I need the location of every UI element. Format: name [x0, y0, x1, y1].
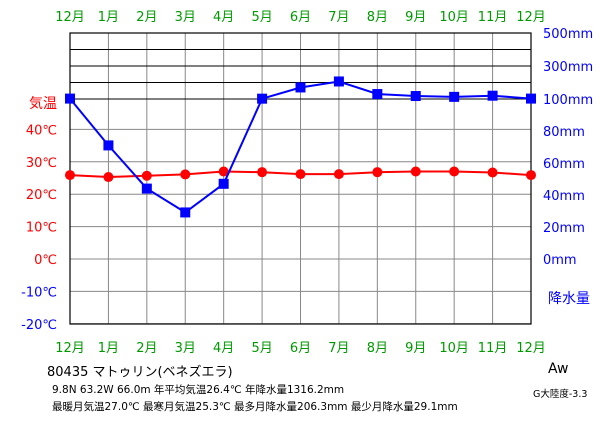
month-label-bottom: 10月 [439, 341, 469, 356]
temp-tick-label: 10℃ [26, 221, 57, 236]
month-label-bottom: 11月 [478, 341, 508, 356]
temperature-point [257, 167, 268, 178]
temp-tick-label: 40℃ [26, 123, 57, 138]
precipitation-point [410, 91, 421, 102]
temperature-point [65, 170, 75, 181]
precipitation-point [526, 93, 536, 104]
precip-tick-label: 300mm [543, 60, 593, 75]
month-label-top: 12月 [516, 10, 546, 25]
station-stats-line2: 最暖月気温27.0℃ 最寒月気温25.3℃ 最多月降水量206.3mm 最少月降… [52, 401, 458, 413]
month-label-top: 3月 [175, 10, 196, 25]
month-label-top: 12月 [55, 10, 85, 25]
precipitation-point [103, 140, 114, 151]
month-label-bottom: 12月 [516, 341, 546, 356]
month-label-bottom: 9月 [405, 341, 426, 356]
temp-tick-label: 20℃ [26, 188, 57, 203]
temp-tick-label: 0℃ [34, 253, 57, 268]
temperature-point [295, 169, 306, 180]
month-label-bottom: 7月 [328, 341, 349, 356]
month-label-top: 5月 [251, 10, 272, 25]
month-label-top: 2月 [136, 10, 157, 25]
precip-tick-label: 0mm [543, 253, 577, 268]
month-label-top: 9月 [405, 10, 426, 25]
month-label-bottom: 4月 [213, 341, 234, 356]
temperature-point [333, 169, 344, 180]
precip-tick-label: 80mm [543, 125, 585, 140]
month-label-bottom: 12月 [55, 341, 85, 356]
precip-tick-label: 40mm [543, 189, 585, 204]
month-label-bottom: 5月 [251, 341, 272, 356]
temp-axis-title: 気温 [29, 96, 57, 112]
month-label-top: 4月 [213, 10, 234, 25]
temp-tick-label: 30℃ [26, 156, 57, 171]
precipitation-point [257, 93, 268, 104]
temperature-point [103, 172, 114, 183]
precip-tick-label: 60mm [543, 157, 585, 172]
month-label-top: 8月 [367, 10, 388, 25]
climate-code: Aw [548, 361, 569, 377]
precipitation-point [65, 93, 75, 104]
precip-tick-label: 20mm [543, 221, 585, 236]
month-label-top: 6月 [290, 10, 311, 25]
temperature-point [410, 166, 421, 177]
temperature-point [180, 169, 191, 180]
precip-tick-label: 500mm [543, 27, 593, 42]
station-name: 80435 マトゥリン(ベネズエラ) [47, 365, 233, 380]
month-label-top: 10月 [439, 10, 469, 25]
month-label-bottom: 8月 [367, 341, 388, 356]
precip-tick-label: 100mm [543, 93, 593, 108]
precipitation-point [180, 207, 191, 218]
month-label-bottom: 6月 [290, 341, 311, 356]
month-label-top: 1月 [98, 10, 119, 25]
station-stats-line1: 9.8N 63.2W 66.0m 年平均気温26.4℃ 年降水量1316.2mm [52, 384, 345, 396]
precipitation-point [487, 90, 498, 101]
precipitation-point [372, 89, 383, 100]
month-label-bottom: 2月 [136, 341, 157, 356]
precipitation-point [141, 183, 152, 194]
continentality-index: G大陸度-3.3 [533, 389, 588, 400]
precipitation-point [449, 91, 460, 102]
temperature-point [218, 166, 229, 177]
temperature-point [372, 167, 383, 178]
month-label-top: 7月 [328, 10, 349, 25]
precip-axis-title: 降水量 [548, 291, 590, 307]
precipitation-point [295, 82, 306, 93]
temperature-point [526, 170, 536, 181]
precipitation-point [218, 178, 229, 189]
month-label-bottom: 3月 [175, 341, 196, 356]
month-label-top: 11月 [478, 10, 508, 25]
month-label-bottom: 1月 [98, 341, 119, 356]
temp-tick-label: -20℃ [21, 318, 57, 333]
temp-tick-label: -10℃ [21, 285, 57, 300]
temperature-point [141, 170, 152, 181]
temperature-point [449, 166, 460, 177]
temperature-point [487, 167, 498, 178]
precipitation-point [333, 76, 344, 87]
